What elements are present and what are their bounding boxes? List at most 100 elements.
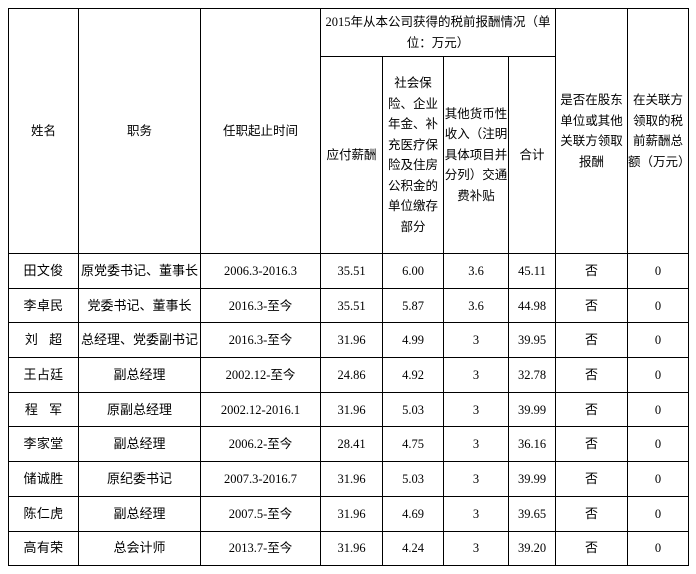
- cell-total: 36.16: [507, 426, 557, 463]
- executive-compensation-table: 姓名 职务 任职起止时间 2015年从本公司获得的税前报酬情况（单位：万元） 是…: [8, 8, 691, 567]
- cell-tenure: 2002.12-至今: [200, 357, 321, 393]
- cell-insurance: 5.03: [382, 391, 444, 428]
- table-row: 储诚胜 原纪委书记 2007.3-2016.7 31.96 5.03 3 39.99 否 0: [8, 461, 690, 497]
- cell-insurance: 4.75: [382, 426, 444, 463]
- cell-salary: 35.51: [320, 287, 383, 324]
- cell-tenure: 2007.5-至今: [200, 495, 321, 532]
- header-row-group: 姓名 职务 任职起止时间 2015年从本公司获得的税前报酬情况（单位：万元） 是…: [8, 8, 691, 254]
- cell-is-related-party: 否: [555, 253, 629, 289]
- column-header-related-amount: 在关联方领取的税前薪酬总额（万元）: [627, 8, 691, 254]
- cell-total: 45.11: [507, 253, 557, 289]
- column-header-salary: 应付薪酬: [320, 56, 383, 254]
- table-row: 刘 超总经理、党委副书记 2016.3-至今 31.96 4.99 3 39.95 否 0: [8, 322, 690, 359]
- column-header-is-related-party: 是否在股东单位或其他关联方领取报酬: [555, 8, 629, 254]
- cell-total: 39.65: [507, 495, 557, 532]
- cell-position: 副总经理: [78, 426, 201, 463]
- cell-tenure: 2007.3-2016.7: [200, 461, 321, 497]
- cell-total: 32.78: [507, 357, 557, 393]
- column-header-other-income: 其他货币性收入（注明具体项目并分列）交通费补贴: [443, 56, 509, 254]
- cell-other-income: 3: [443, 391, 509, 428]
- column-header-total: 合计: [507, 56, 557, 254]
- cell-other-income: 3: [443, 322, 509, 359]
- cell-total: 39.99: [507, 461, 557, 497]
- cell-salary: 28.41: [320, 426, 383, 463]
- cell-other-income: 3.6: [443, 253, 509, 289]
- cell-insurance: 4.24: [382, 530, 444, 567]
- cell-position: 副总经理: [78, 495, 201, 532]
- table-row: 陈仁虎 副总经理 2007.5-至今 31.96 4.69 3 39.65 否 0: [8, 495, 690, 532]
- table-row: 李家堂 副总经理 2006.2-至今 28.41 4.75 3 36.16 否 0: [8, 426, 690, 463]
- cell-is-related-party: 否: [555, 461, 629, 497]
- cell-salary: 35.51: [320, 253, 383, 289]
- cell-executive-name: 王占廷: [8, 357, 79, 393]
- cell-insurance: 5.87: [382, 287, 444, 324]
- cell-tenure: 2013.7-至今: [200, 530, 321, 567]
- cell-executive-name: 田文俊: [8, 253, 79, 289]
- cell-salary: 31.96: [320, 391, 383, 428]
- column-header-group-pretax-compensation: 2015年从本公司获得的税前报酬情况（单位：万元）: [319, 8, 557, 57]
- table-row: 田文俊 原党委书记、董事长 2006.3-2016.3 35.51 6.00 3.6 45.…: [8, 253, 690, 289]
- cell-related-amount: 0: [627, 461, 690, 497]
- cell-tenure: 2016.3-至今: [200, 322, 321, 359]
- cell-insurance: 5.03: [382, 461, 444, 497]
- cell-salary: 31.96: [320, 322, 383, 359]
- cell-other-income: 3: [443, 461, 509, 497]
- cell-other-income: 3: [443, 530, 509, 567]
- cell-related-amount: 0: [627, 322, 690, 359]
- cell-position: 副总经理: [78, 357, 201, 393]
- cell-salary: 31.96: [320, 530, 383, 567]
- cell-salary: 24.86: [320, 357, 383, 393]
- cell-insurance: 6.00: [382, 253, 444, 289]
- table-row: 王占廷 副总经理 2002.12-至今 24.86 4.92 3 32.78 否 0: [8, 357, 690, 393]
- cell-position: 党委书记、董事长: [78, 287, 201, 324]
- cell-tenure: 2016.3-至今: [200, 287, 321, 324]
- cell-executive-name: 刘 超: [8, 322, 79, 359]
- cell-position: 总经理、党委副书记: [78, 322, 201, 359]
- cell-tenure: 2006.3-2016.3: [200, 253, 321, 289]
- cell-position: 原副总经理: [78, 391, 201, 428]
- cell-total: 44.98: [507, 287, 557, 324]
- cell-related-amount: 0: [627, 357, 690, 393]
- cell-other-income: 3: [443, 426, 509, 463]
- cell-is-related-party: 否: [555, 495, 629, 532]
- table-body: 田文俊 原党委书记、董事长 2006.3-2016.3 35.51 6.00 3.6 45.…: [8, 253, 690, 567]
- cell-total: 39.95: [507, 322, 557, 359]
- cell-other-income: 3: [443, 357, 509, 393]
- column-header-insurance: 社会保险、企业年金、补充医疗保险及住房公积金的单位缴存部分: [382, 56, 444, 254]
- column-header-position: 职务: [78, 8, 201, 254]
- cell-related-amount: 0: [627, 287, 690, 324]
- cell-related-amount: 0: [627, 253, 690, 289]
- cell-is-related-party: 否: [555, 357, 629, 393]
- column-header-tenure: 任职起止时间: [200, 8, 321, 254]
- cell-is-related-party: 否: [555, 322, 629, 359]
- cell-other-income: 3: [443, 495, 509, 532]
- cell-tenure: 2006.2-至今: [200, 426, 321, 463]
- cell-executive-name: 高有荣: [8, 530, 79, 567]
- cell-insurance: 4.69: [382, 495, 444, 532]
- cell-is-related-party: 否: [555, 426, 629, 463]
- table-row: 高有荣 总会计师 2013.7-至今 31.96 4.24 3 39.20 否 0: [8, 530, 690, 567]
- table-row: 程 军原副总经理 2002.12-2016.1 31.96 5.03 3 39.99 否 0: [8, 391, 690, 428]
- cell-executive-name: 李卓民: [8, 287, 79, 324]
- table-row: 李卓民 党委书记、董事长 2016.3-至今 35.51 5.87 3.6 44.98 否 0: [8, 287, 690, 324]
- cell-related-amount: 0: [627, 391, 690, 428]
- cell-executive-name: 陈仁虎: [8, 495, 79, 532]
- cell-insurance: 4.92: [382, 357, 444, 393]
- table-header: 姓名 职务 任职起止时间 2015年从本公司获得的税前报酬情况（单位：万元） 是…: [8, 8, 691, 254]
- cell-position: 原党委书记、董事长: [78, 253, 201, 289]
- header-row-sub: 应付薪酬 社会保险、企业年金、补充医疗保险及住房公积金的单位缴存部分 其他货币性…: [9, 56, 689, 254]
- cell-related-amount: 0: [627, 426, 690, 463]
- cell-total: 39.20: [507, 530, 557, 567]
- column-header-name: 姓名: [8, 8, 79, 254]
- cell-related-amount: 0: [627, 530, 690, 567]
- cell-insurance: 4.99: [382, 322, 444, 359]
- cell-position: 总会计师: [78, 530, 201, 567]
- cell-other-income: 3.6: [443, 287, 509, 324]
- cell-salary: 31.96: [320, 495, 383, 532]
- cell-is-related-party: 否: [555, 287, 629, 324]
- cell-related-amount: 0: [627, 495, 690, 532]
- cell-tenure: 2002.12-2016.1: [200, 391, 321, 428]
- cell-total: 39.99: [507, 391, 557, 428]
- cell-position: 原纪委书记: [78, 461, 201, 497]
